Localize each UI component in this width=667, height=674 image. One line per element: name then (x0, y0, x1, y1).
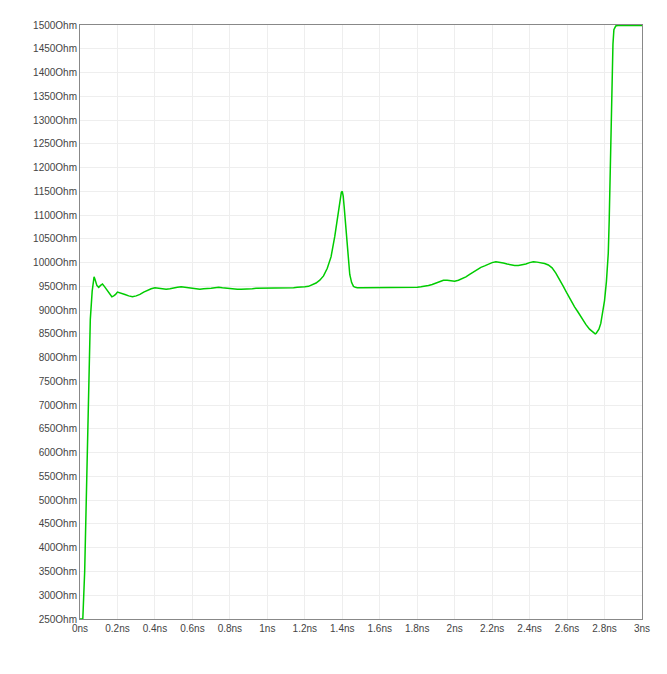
svg-text:1200Ohm: 1200Ohm (33, 162, 77, 173)
svg-text:1000Ohm: 1000Ohm (33, 257, 77, 268)
svg-text:1050Ohm: 1050Ohm (33, 233, 77, 244)
svg-text:650Ohm: 650Ohm (39, 423, 77, 434)
svg-text:2.4ns: 2.4ns (517, 623, 541, 634)
svg-text:600Ohm: 600Ohm (39, 447, 77, 458)
svg-text:400Ohm: 400Ohm (39, 542, 77, 553)
svg-text:1500Ohm: 1500Ohm (33, 20, 77, 31)
svg-text:700Ohm: 700Ohm (39, 400, 77, 411)
svg-text:350Ohm: 350Ohm (39, 566, 77, 577)
svg-text:1.4ns: 1.4ns (330, 623, 354, 634)
svg-text:250Ohm: 250Ohm (39, 614, 77, 625)
svg-text:2.6ns: 2.6ns (555, 623, 579, 634)
svg-text:0.2ns: 0.2ns (105, 623, 129, 634)
svg-text:0.4ns: 0.4ns (143, 623, 167, 634)
svg-text:2ns: 2ns (447, 623, 463, 634)
svg-text:1.8ns: 1.8ns (405, 623, 429, 634)
svg-text:950Ohm: 950Ohm (39, 281, 77, 292)
svg-text:1350Ohm: 1350Ohm (33, 91, 77, 102)
svg-text:450Ohm: 450Ohm (39, 518, 77, 529)
svg-text:850Ohm: 850Ohm (39, 328, 77, 339)
svg-text:1.6ns: 1.6ns (367, 623, 391, 634)
svg-text:1450Ohm: 1450Ohm (33, 43, 77, 54)
svg-text:800Ohm: 800Ohm (39, 352, 77, 363)
svg-text:1400Ohm: 1400Ohm (33, 67, 77, 78)
svg-text:2.8ns: 2.8ns (592, 623, 616, 634)
svg-text:1ns: 1ns (259, 623, 275, 634)
svg-text:1.2ns: 1.2ns (293, 623, 317, 634)
svg-text:500Ohm: 500Ohm (39, 495, 77, 506)
svg-text:0.8ns: 0.8ns (218, 623, 242, 634)
svg-text:0.6ns: 0.6ns (180, 623, 204, 634)
svg-text:3ns: 3ns (634, 623, 650, 634)
svg-text:1300Ohm: 1300Ohm (33, 115, 77, 126)
svg-text:1250Ohm: 1250Ohm (33, 138, 77, 149)
svg-text:1150Ohm: 1150Ohm (34, 186, 77, 197)
svg-text:2.2ns: 2.2ns (480, 623, 504, 634)
svg-text:0ns: 0ns (72, 623, 88, 634)
svg-text:1100Ohm: 1100Ohm (34, 210, 77, 221)
svg-text:900Ohm: 900Ohm (39, 305, 77, 316)
svg-text:300Ohm: 300Ohm (39, 590, 77, 601)
svg-text:750Ohm: 750Ohm (39, 376, 77, 387)
svg-text:550Ohm: 550Ohm (39, 471, 77, 482)
